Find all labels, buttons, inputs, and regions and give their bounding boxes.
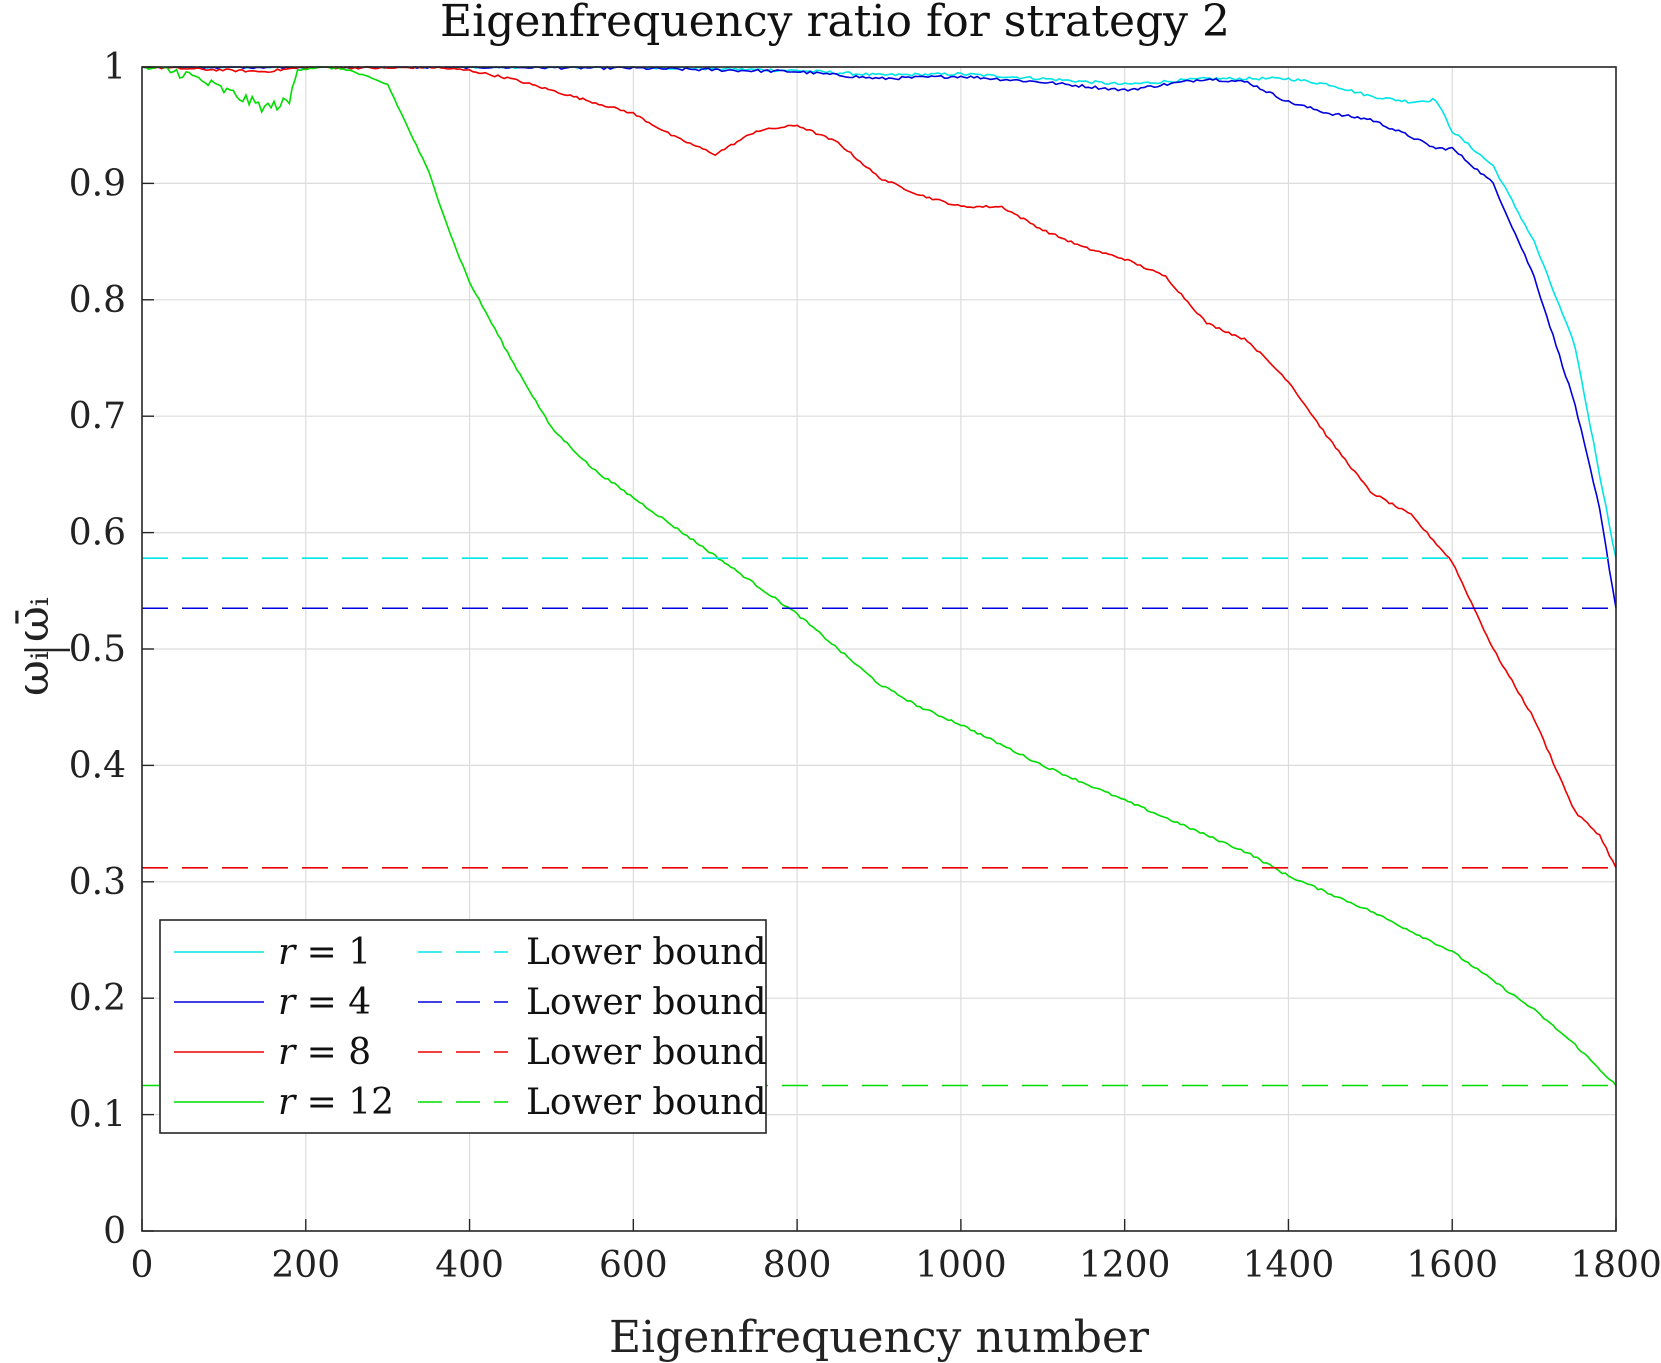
- y-tick-label: 0.6: [69, 513, 126, 554]
- y-axis-label-numerator: ω̄ᵢ: [8, 597, 59, 642]
- series-layer: [141, 66, 1617, 1087]
- legend-label: Lower bound: [526, 1082, 767, 1123]
- x-tick-label: 200: [271, 1245, 340, 1286]
- y-tick-label: 1: [103, 47, 126, 88]
- series-line-r1: [141, 66, 1617, 559]
- y-tick-label: 0.3: [69, 862, 126, 903]
- y-axis-label-denominator: ωᵢ: [8, 651, 59, 696]
- y-tick-label: 0.2: [69, 978, 126, 1019]
- x-tick-label: 400: [435, 1245, 504, 1286]
- legend-box: [159, 919, 767, 1134]
- legend-label: r = 12: [278, 1082, 394, 1123]
- x-tick-label: 0: [131, 1245, 154, 1286]
- y-tick-label: 0.8: [69, 280, 126, 321]
- x-tick-label: 1000: [915, 1245, 1007, 1286]
- legend-label: Lower bound: [526, 1032, 767, 1073]
- y-tick-label: 0: [103, 1211, 126, 1252]
- series-line-r12: [142, 66, 1617, 1086]
- y-tick-label: 0.9: [69, 163, 126, 204]
- x-tick-label: 600: [599, 1245, 668, 1286]
- x-tick-label: 1400: [1243, 1245, 1335, 1286]
- series-line-r8: [141, 66, 1617, 869]
- y-tick-label: 0.4: [69, 745, 126, 786]
- legend: r = 1 r = 4 r = 8 r = 12 Lower bound Lower bo…: [159, 919, 767, 1134]
- x-axis-label: Eigenfrequency number: [609, 1312, 1150, 1363]
- x-tick-label: 1600: [1406, 1245, 1498, 1286]
- y-axis-label: ωᵢ ω̄ᵢ: [8, 597, 70, 696]
- legend-label: Lower bound: [526, 982, 767, 1023]
- y-tick-label: 0.1: [69, 1095, 126, 1136]
- x-tick-label: 1200: [1079, 1245, 1171, 1286]
- x-tick-label: 1800: [1570, 1245, 1661, 1286]
- legend-label: r = 4: [278, 982, 371, 1023]
- y-tick-label: 0.5: [69, 629, 126, 670]
- ticks: 0 200 400 600 800 1000 1200 1400 1600 1800 0 0.1 0.2…: [69, 47, 1661, 1286]
- legend-label: r = 1: [278, 932, 371, 973]
- x-tick-label: 800: [763, 1245, 832, 1286]
- chart-title: Eigenfrequency ratio for strategy 2: [440, 0, 1230, 47]
- legend-label: r = 8: [278, 1032, 371, 1073]
- series-line-r4: [141, 66, 1617, 609]
- legend-label: Lower bound: [526, 932, 767, 973]
- y-tick-label: 0.7: [69, 396, 126, 437]
